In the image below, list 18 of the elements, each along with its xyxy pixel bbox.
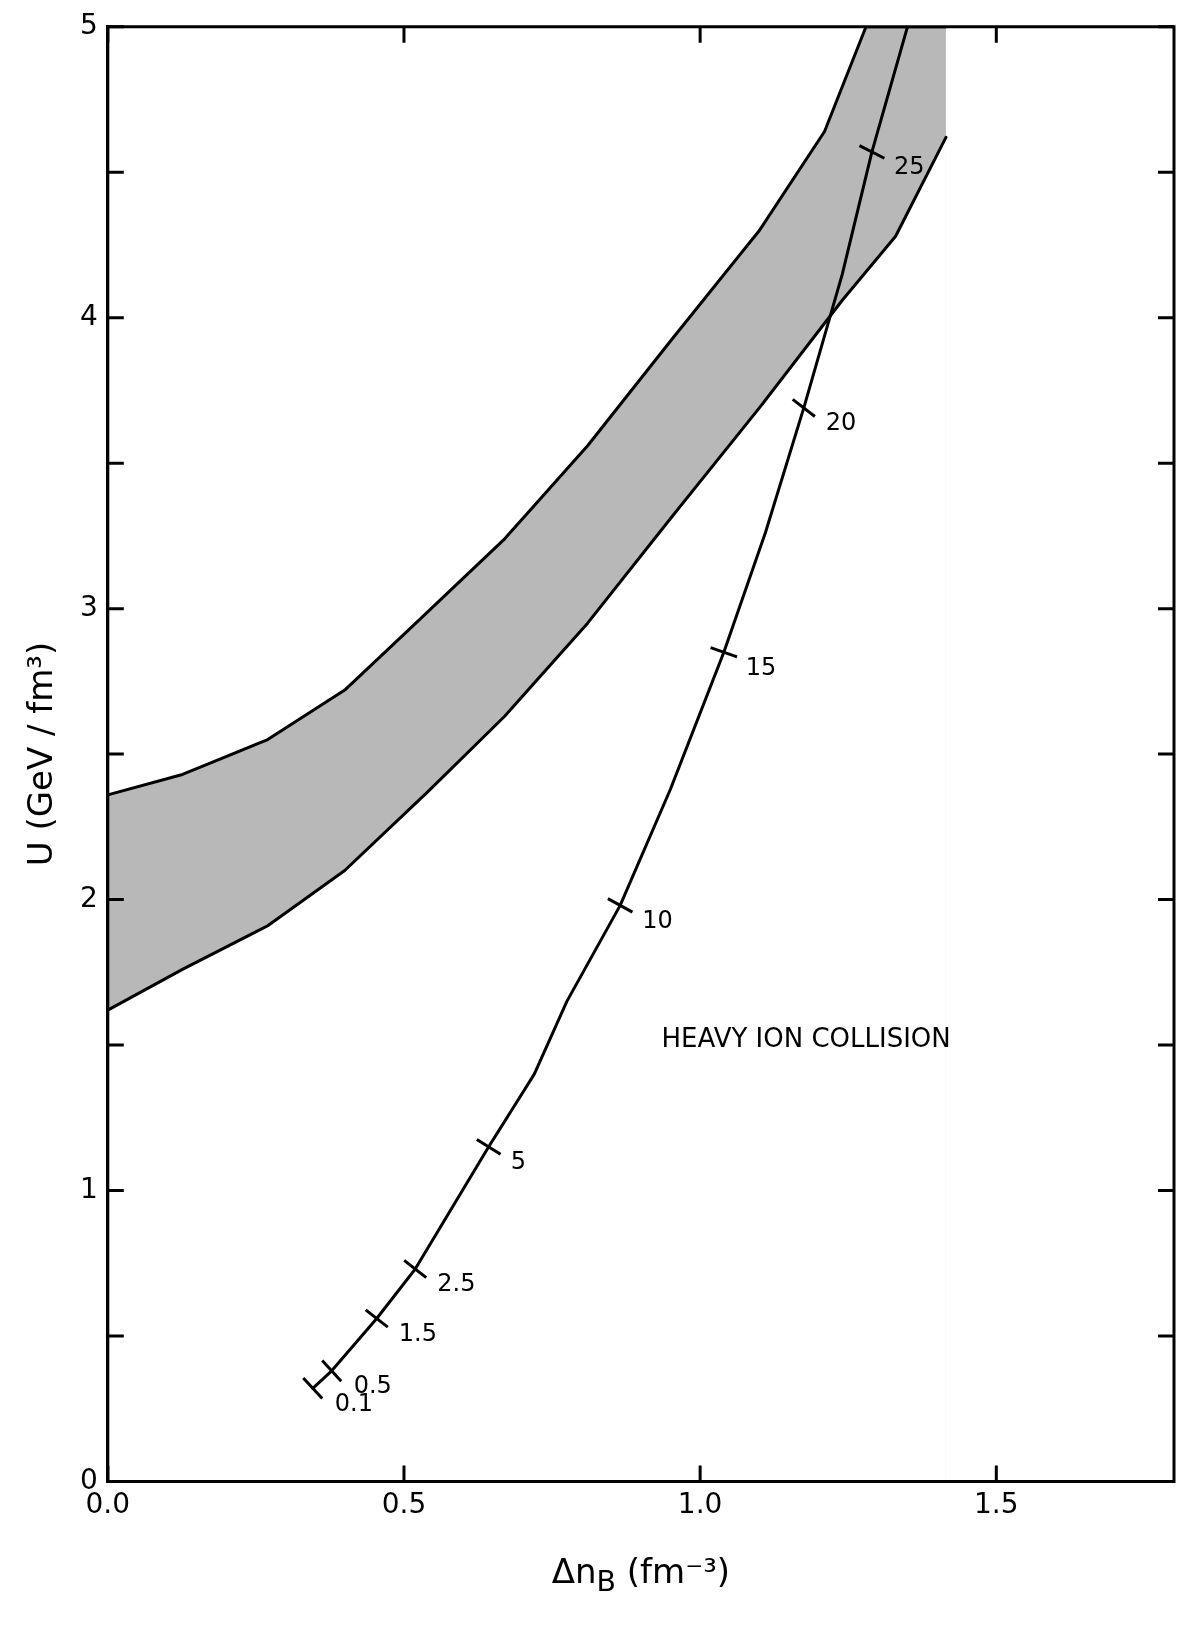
y-tick-label: 2 [79, 880, 98, 914]
x-tick-label: 1.5 [974, 1487, 1019, 1521]
y-tick-label: 3 [79, 589, 98, 623]
y-axis-title: U (GeV / fm³) [20, 641, 60, 867]
x-axis-title: Δn$_{B}$ (fm⁻³) [551, 1551, 731, 1599]
annotation: 15 [745, 652, 777, 681]
annotation: HEAVY ION COLLISION [661, 1023, 951, 1054]
annotation: 20 [825, 408, 857, 437]
y-tick-label: 1 [79, 1171, 98, 1205]
annotation: 10 [642, 905, 673, 934]
annotation: 2.5 [437, 1269, 476, 1298]
x-tick-label: 1.0 [677, 1487, 723, 1521]
annotation: 25 [893, 152, 925, 181]
annotation: 5 [510, 1147, 526, 1176]
x-tick-label: 0.5 [381, 1487, 427, 1521]
y-tick-label: 4 [79, 299, 98, 332]
y-tick-label: 5 [79, 8, 98, 42]
annotation: 1.5 [398, 1318, 437, 1347]
